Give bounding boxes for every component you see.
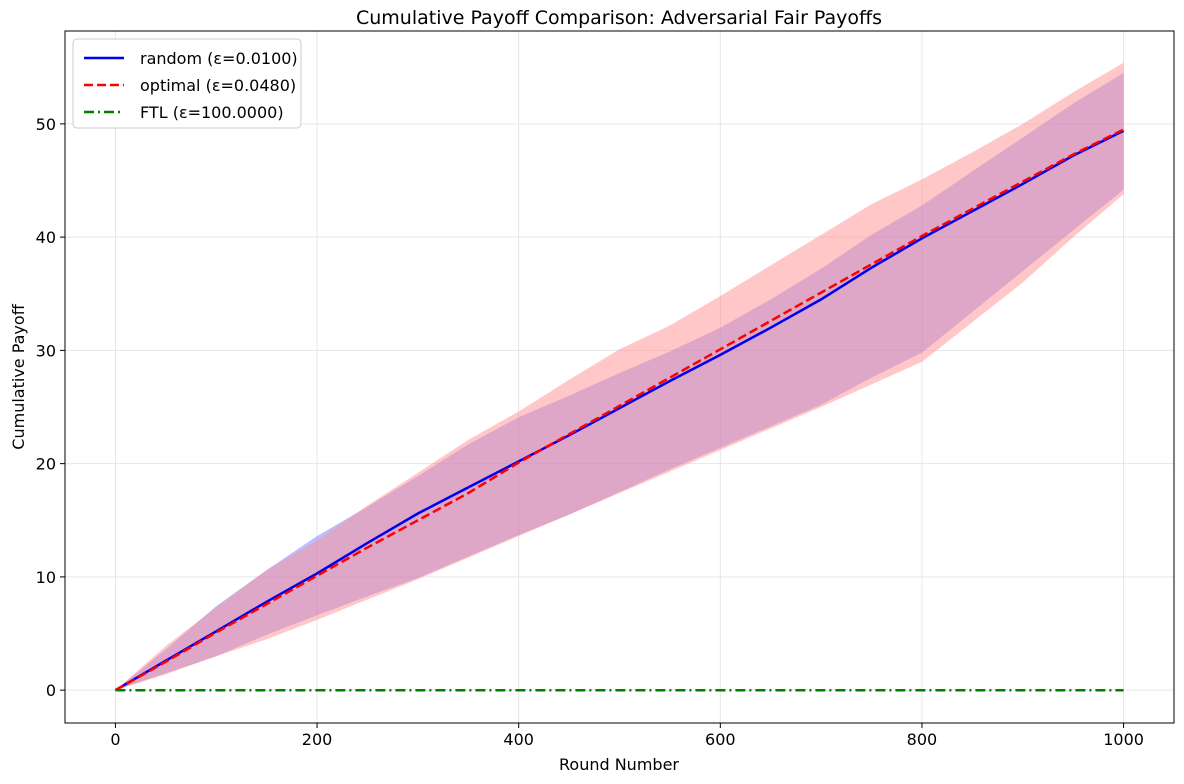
y-tick-label: 30 bbox=[36, 341, 56, 360]
x-tick-label: 800 bbox=[907, 730, 938, 749]
line-series-0 bbox=[114, 129, 1125, 692]
chart-title: Cumulative Payoff Comparison: Adversaria… bbox=[356, 7, 882, 29]
x-tick-label: 200 bbox=[302, 730, 333, 749]
y-tick-label: 20 bbox=[36, 455, 56, 474]
y-tick-label: 10 bbox=[36, 568, 56, 587]
y-tick-label: 0 bbox=[46, 681, 56, 700]
legend-label-0: random (ε=0.0100) bbox=[140, 49, 298, 68]
x-tick-label: 600 bbox=[705, 730, 736, 749]
confidence-bands bbox=[115, 62, 1124, 691]
legend-label-1: optimal (ε=0.0480) bbox=[140, 76, 296, 95]
y-tick-label: 40 bbox=[36, 228, 56, 247]
x-tick-label: 1000 bbox=[1103, 730, 1144, 749]
band-series-1 bbox=[115, 62, 1124, 691]
y-axis-label: Cumulative Payoff bbox=[9, 303, 28, 449]
x-tick-label: 0 bbox=[110, 730, 120, 749]
legend-box bbox=[72, 38, 302, 129]
axis-ticks: 0 200 400 600 800 1000 0 10 20 30 40 50 bbox=[36, 115, 1144, 749]
line-series-1 bbox=[114, 128, 1125, 692]
plot-frame bbox=[64, 30, 1175, 724]
legend: random (ε=0.0100) optimal (ε=0.0480) FTL (… bbox=[72, 38, 302, 129]
x-axis-label: Round Number bbox=[559, 755, 679, 774]
legend-label-2: FTL (ε=100.0000) bbox=[140, 103, 284, 122]
series-lines bbox=[114, 128, 1125, 692]
x-tick-label: 400 bbox=[503, 730, 534, 749]
y-tick-label: 50 bbox=[36, 115, 56, 134]
